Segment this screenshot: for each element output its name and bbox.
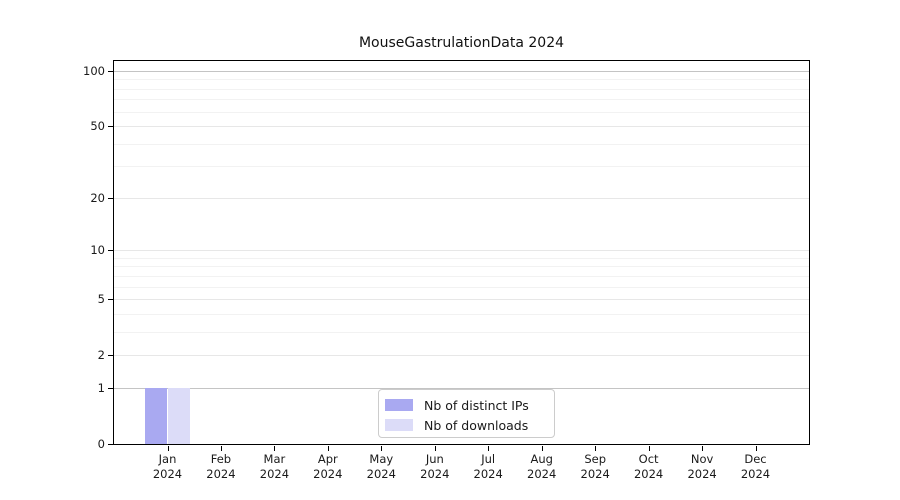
y-gridline <box>114 387 809 389</box>
y-tick-label: 10 <box>90 243 105 258</box>
y-tick-mark <box>108 126 113 127</box>
x-tick-label: Jun 2024 <box>420 452 450 481</box>
x-tick-label: Mar 2024 <box>259 452 290 481</box>
x-tick-label: May 2024 <box>366 452 396 481</box>
y-gridline <box>114 99 809 101</box>
x-tick-label: Jan 2024 <box>152 452 183 481</box>
x-tick-label: Aug 2024 <box>527 452 557 481</box>
y-tick-mark <box>108 250 113 252</box>
y-gridline <box>114 275 809 277</box>
bar-jan-series-1 <box>167 387 190 444</box>
y-tick-label: 100 <box>83 63 105 78</box>
chart-title: MouseGastrulationData 2024 <box>358 35 565 51</box>
x-tick-label: Apr 2024 <box>313 452 343 481</box>
x-tick-label: Feb 2024 <box>206 452 236 481</box>
y-tick-mark <box>108 355 113 357</box>
x-tick-mark <box>755 446 757 451</box>
y-gridline <box>114 111 809 113</box>
x-tick-mark <box>381 446 383 451</box>
x-tick-mark <box>274 446 276 451</box>
legend-label-downloads: Nb of downloads <box>424 417 529 433</box>
x-tick-mark <box>595 446 597 451</box>
y-tick-mark <box>108 70 113 72</box>
y-gridline <box>114 257 809 259</box>
y-tick-label: 2 <box>97 348 105 363</box>
y-tick-label: 50 <box>90 119 105 133</box>
y-tick-mark <box>108 444 113 445</box>
y-gridline <box>114 299 809 301</box>
bar-jan-series-0 <box>145 387 168 444</box>
y-tick-mark <box>108 197 113 199</box>
y-gridline <box>114 143 809 145</box>
y-tick-label: 5 <box>97 292 105 307</box>
legend-item-downloads: Nb of downloads <box>385 415 546 435</box>
y-gridline <box>114 79 809 81</box>
y-gridline <box>114 126 809 127</box>
y-gridline <box>114 250 809 252</box>
x-tick-mark <box>434 446 436 451</box>
y-gridline <box>114 266 809 268</box>
y-gridline <box>114 331 809 333</box>
legend-swatch-distinct-ips <box>385 399 413 411</box>
x-tick-mark <box>220 446 222 451</box>
y-gridline <box>114 166 809 168</box>
x-tick-label: Dec 2024 <box>740 452 771 481</box>
y-tick-label: 0 <box>97 437 105 451</box>
x-tick-mark <box>541 446 543 451</box>
x-tick-mark <box>327 446 329 451</box>
y-gridline <box>114 313 809 315</box>
legend: Nb of distinct IPs Nb of downloads <box>378 389 555 438</box>
x-tick-label: Sep 2024 <box>580 452 610 481</box>
y-gridline <box>114 286 809 288</box>
y-tick-mark <box>108 387 113 389</box>
y-tick-label: 20 <box>90 190 105 205</box>
y-gridline <box>114 197 809 199</box>
x-tick-label: Oct 2024 <box>633 452 664 481</box>
x-tick-mark <box>702 446 704 451</box>
x-tick-label: Nov 2024 <box>687 452 717 481</box>
y-gridline <box>114 355 809 357</box>
y-tick-label: 1 <box>97 380 105 395</box>
y-gridline <box>114 70 809 72</box>
y-gridline <box>114 88 809 90</box>
x-tick-mark <box>648 446 650 451</box>
x-tick-mark <box>167 446 169 451</box>
legend-item-distinct-ips: Nb of distinct IPs <box>385 395 546 415</box>
legend-swatch-downloads <box>385 419 413 431</box>
x-tick-mark <box>488 446 490 451</box>
legend-label-distinct-ips: Nb of distinct IPs <box>424 397 529 413</box>
plot-area <box>113 60 810 445</box>
y-tick-mark <box>108 299 113 301</box>
x-tick-label: Jul 2024 <box>473 452 503 481</box>
